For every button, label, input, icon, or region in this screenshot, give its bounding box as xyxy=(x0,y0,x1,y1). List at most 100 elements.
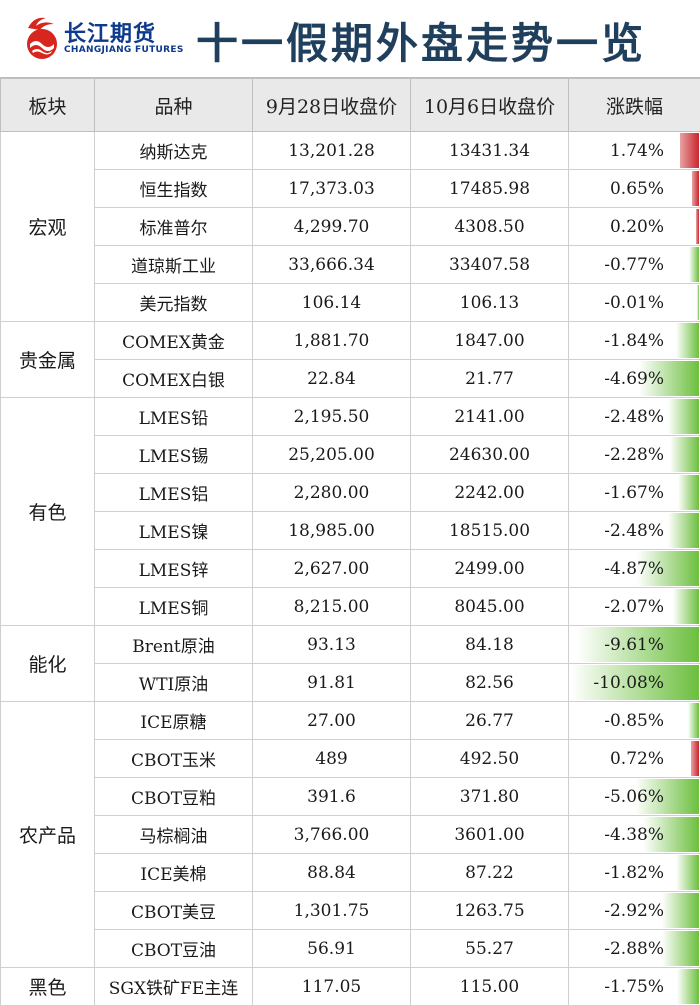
logo-emblem-icon xyxy=(24,14,60,62)
close-1006-cell: 18515.00 xyxy=(411,512,569,550)
change-cell: 0.20% xyxy=(569,208,700,246)
instrument-cell: 美元指数 xyxy=(95,284,253,322)
change-cell: -1.82% xyxy=(569,854,700,892)
close-0928-cell: 13,201.28 xyxy=(253,132,411,170)
close-0928-cell: 25,205.00 xyxy=(253,436,411,474)
change-value: -2.48% xyxy=(569,521,700,541)
close-1006-cell: 371.80 xyxy=(411,778,569,816)
close-0928-cell: 91.81 xyxy=(253,664,411,702)
sector-cell: 黑色 xyxy=(1,968,95,1006)
change-value: -2.28% xyxy=(569,445,700,465)
sector-cell: 宏观 xyxy=(1,132,95,322)
close-0928-cell: 2,627.00 xyxy=(253,550,411,588)
change-cell: -9.61% xyxy=(569,626,700,664)
close-0928-cell: 22.84 xyxy=(253,360,411,398)
change-value: -2.88% xyxy=(569,939,700,959)
change-cell: -4.69% xyxy=(569,360,700,398)
change-value: -2.48% xyxy=(569,407,700,427)
change-value: -1.67% xyxy=(569,483,700,503)
change-cell: -2.88% xyxy=(569,930,700,968)
close-0928-cell: 106.14 xyxy=(253,284,411,322)
instrument-cell: LMES铝 xyxy=(95,474,253,512)
close-0928-cell: 8,215.00 xyxy=(253,588,411,626)
page-header: 长江期货 CHANGJIANG FUTURES 十一假期外盘走势一览 xyxy=(0,0,700,78)
instrument-cell: 道琼斯工业 xyxy=(95,246,253,284)
change-cell: -2.28% xyxy=(569,436,700,474)
close-0928-cell: 391.6 xyxy=(253,778,411,816)
change-value: 1.74% xyxy=(569,141,700,161)
instrument-cell: ICE美棉 xyxy=(95,854,253,892)
change-cell: -4.87% xyxy=(569,550,700,588)
close-0928-cell: 3,766.00 xyxy=(253,816,411,854)
change-value: -0.85% xyxy=(569,711,700,731)
instrument-cell: LMES锌 xyxy=(95,550,253,588)
instrument-cell: CBOT豆粕 xyxy=(95,778,253,816)
company-logo: 长江期货 CHANGJIANG FUTURES xyxy=(24,14,174,64)
change-cell: -2.92% xyxy=(569,892,700,930)
close-0928-cell: 17,373.03 xyxy=(253,170,411,208)
close-1006-cell: 17485.98 xyxy=(411,170,569,208)
close-1006-cell: 3601.00 xyxy=(411,816,569,854)
column-header-close-0928: 9月28日收盘价 xyxy=(253,79,411,132)
close-1006-cell: 26.77 xyxy=(411,702,569,740)
instrument-cell: COMEX白银 xyxy=(95,360,253,398)
change-value: -4.69% xyxy=(569,369,700,389)
change-cell: -0.01% xyxy=(569,284,700,322)
instrument-cell: LMES铅 xyxy=(95,398,253,436)
change-value: -0.77% xyxy=(569,255,700,275)
change-cell: -2.48% xyxy=(569,398,700,436)
instrument-cell: CBOT豆油 xyxy=(95,930,253,968)
close-1006-cell: 2242.00 xyxy=(411,474,569,512)
column-header-instrument: 品种 xyxy=(95,79,253,132)
instrument-cell: LMES锡 xyxy=(95,436,253,474)
close-1006-cell: 84.18 xyxy=(411,626,569,664)
instrument-cell: CBOT玉米 xyxy=(95,740,253,778)
column-header-sector: 板块 xyxy=(1,79,95,132)
change-value: 0.20% xyxy=(569,217,700,237)
page-title: 十一假期外盘走势一览 xyxy=(196,10,646,71)
sector-cell: 有色 xyxy=(1,398,95,626)
change-cell: 0.72% xyxy=(569,740,700,778)
change-cell: -1.67% xyxy=(569,474,700,512)
change-value: -5.06% xyxy=(569,787,700,807)
instrument-cell: 标准普尔 xyxy=(95,208,253,246)
change-value: -1.75% xyxy=(569,977,700,997)
instrument-cell: Brent原油 xyxy=(95,626,253,664)
sector-cell: 农产品 xyxy=(1,702,95,968)
change-cell: 1.74% xyxy=(569,132,700,170)
instrument-cell: COMEX黄金 xyxy=(95,322,253,360)
close-0928-cell: 2,280.00 xyxy=(253,474,411,512)
close-1006-cell: 55.27 xyxy=(411,930,569,968)
change-cell: -0.85% xyxy=(569,702,700,740)
instrument-cell: CBOT美豆 xyxy=(95,892,253,930)
change-cell: -1.75% xyxy=(569,968,700,1006)
change-value: -0.01% xyxy=(569,293,700,313)
close-1006-cell: 492.50 xyxy=(411,740,569,778)
change-value: 0.65% xyxy=(569,179,700,199)
column-header-close-1006: 10月6日收盘价 xyxy=(411,79,569,132)
logo-english-text: CHANGJIANG FUTURES xyxy=(64,45,184,55)
change-value: -1.82% xyxy=(569,863,700,883)
change-cell: -10.08% xyxy=(569,664,700,702)
change-cell: -2.07% xyxy=(569,588,700,626)
change-value: -4.87% xyxy=(569,559,700,579)
